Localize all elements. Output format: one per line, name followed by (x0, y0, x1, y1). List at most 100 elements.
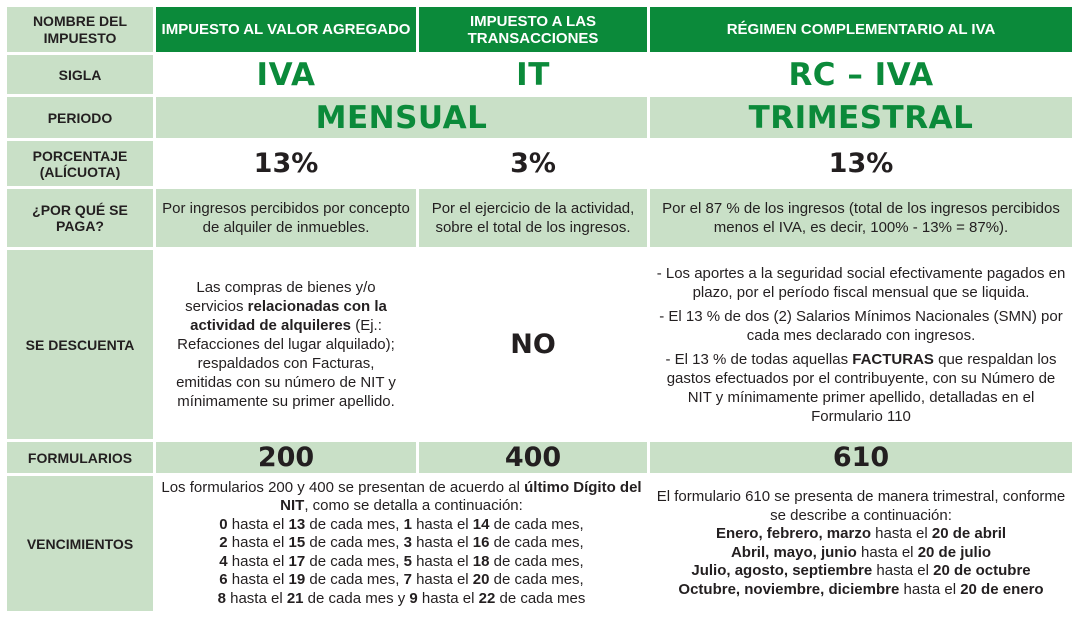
periodo-mensual: MENSUAL (156, 97, 647, 138)
vencimiento-quarter-segment: hasta el (899, 580, 961, 598)
porque-iva: Por ingresos percibidos por concepto de … (156, 189, 416, 247)
vencimiento-digit-segment: de cada mes, (305, 534, 404, 552)
vencimiento-quarter-line: Octubre, noviembre, diciembre hasta el 2… (654, 581, 1068, 600)
vencimientos-right-intro: El formulario 610 se presenta de manera … (656, 488, 1066, 524)
vencimientos-rciva: El formulario 610 se presenta de manera … (650, 476, 1072, 611)
porque-row: ¿POR QUÉ SE PAGA? Por ingresos percibido… (7, 189, 1072, 247)
sigla-label: SIGLA (7, 55, 153, 94)
formularios-label: FORMULARIOS (7, 442, 153, 473)
periodo-label: PERIODO (7, 97, 153, 138)
vencimiento-digit-segment: 6 (219, 571, 228, 589)
vencimiento-quarter-segment: 20 de julio (917, 543, 992, 561)
porcentaje-rciva: 13% (650, 141, 1072, 186)
vencimiento-digit-segment: de cada mes y (303, 589, 410, 607)
vencimiento-digit-segment: hasta el (411, 515, 473, 533)
vencimiento-quarter-line: Enero, febrero, marzo hasta el 20 de abr… (654, 525, 1068, 544)
vencimiento-quarter-segment: hasta el (872, 562, 934, 579)
vencimiento-quarter-segment: 20 de enero (960, 580, 1044, 598)
formulario-it: 400 (419, 442, 647, 473)
vencimiento-digit-segment: 22 (478, 589, 496, 607)
vencimiento-digit-segment: 17 (288, 552, 306, 570)
vencimiento-digit-segment: 15 (288, 534, 306, 552)
porque-rciva: Por el 87 % de los ingresos (total de lo… (650, 189, 1072, 247)
vencimiento-digit-segment: de cada mes, (305, 571, 404, 589)
vencimiento-digit-line: 0 hasta el 13 de cada mes, 1 hasta el 14… (160, 516, 643, 535)
vencimientos-left-intro-c: , como se detalla a continuación: (304, 497, 523, 515)
vencimientos-right-lines: Enero, febrero, marzo hasta el 20 de abr… (654, 525, 1068, 599)
vencimiento-digit-segment: de cada mes, (489, 552, 584, 570)
vencimiento-digit-segment: 0 (219, 515, 228, 533)
vencimiento-digit-segment: 7 (403, 571, 412, 589)
vencimiento-digit-segment: de cada mes, (305, 552, 404, 570)
vencimiento-quarter-line: Abril, mayo, junio hasta el 20 de julio (654, 544, 1068, 563)
descuenta-rciva: - Los aportes a la seguridad social efec… (650, 250, 1072, 439)
vencimiento-digit-segment: de cada mes, (305, 515, 404, 533)
porque-label: ¿POR QUÉ SE PAGA? (7, 189, 153, 247)
vencimiento-digit-segment: 3 (403, 534, 412, 552)
descuenta-rc-item-2: - El 13 % de dos (2) Salarios Mínimos Na… (659, 307, 1063, 344)
formulario-iva: 200 (156, 442, 416, 473)
vencimiento-digit-segment: 9 (409, 589, 418, 607)
vencimiento-quarter-segment: Abril, mayo, junio (730, 543, 857, 561)
vencimiento-digit-segment: 14 (472, 515, 490, 533)
sigla-iva: IVA (156, 55, 416, 94)
header-iva: IMPUESTO AL VALOR AGREGADO (156, 7, 416, 52)
porcentaje-label: PORCENTAJE (ALÍCUOTA) (7, 141, 153, 186)
vencimiento-quarter-segment: Julio, agosto, septiembre (691, 562, 873, 579)
vencimiento-digit-segment: 21 (286, 589, 304, 607)
vencimiento-digit-line: 2 hasta el 15 de cada mes, 3 hasta el 16… (160, 534, 643, 553)
vencimiento-digit-segment: 19 (288, 571, 306, 589)
vencimiento-digit-segment: de cada mes (495, 589, 586, 607)
descuenta-iva-bold: relacionadas con la actividad de alquile… (190, 298, 387, 334)
vencimiento-digit-segment: 2 (219, 534, 228, 552)
descuenta-rc-item-3: - El 13 % de todas aquellas FACTURAS que… (654, 350, 1068, 426)
vencimiento-digit-line: 6 hasta el 19 de cada mes, 7 hasta el 20… (160, 571, 643, 590)
header-it: IMPUESTO A LAS TRANSACCIONES (419, 7, 647, 52)
periodo-row: PERIODO MENSUAL TRIMESTRAL (7, 97, 1072, 138)
vencimiento-digit-segment: 16 (472, 534, 490, 552)
vencimiento-quarter-segment: 20 de octubre (933, 562, 1031, 579)
vencimientos-row: VENCIMIENTOS Los formularios 200 y 400 s… (7, 476, 1072, 611)
descuenta-iva-text-a: Las compras de bienes y/o servicios (185, 279, 376, 315)
vencimiento-digit-segment: hasta el (411, 552, 473, 570)
vencimiento-digit-segment: de cada mes, (489, 534, 584, 552)
vencimiento-quarter-line: Julio, agosto, septiembre hasta el 20 de… (654, 562, 1068, 581)
vencimientos-left-intro: Los formularios 200 y 400 se presentan d… (160, 479, 643, 516)
vencimiento-quarter-segment: hasta el (870, 525, 932, 542)
vencimiento-digit-segment: de cada mes, (489, 571, 584, 589)
vencimiento-digit-segment: hasta el (227, 515, 289, 533)
vencimiento-digit-segment: 20 (472, 571, 490, 589)
vencimiento-digit-segment: de cada mes, (489, 515, 584, 533)
tax-comparison-table: NOMBRE DEL IMPUESTO IMPUESTO AL VALOR AG… (4, 4, 1075, 614)
descuenta-label: SE DESCUENTA (7, 250, 153, 439)
descuenta-rc-item-3-bold: FACTURAS (852, 350, 934, 368)
sigla-row: SIGLA IVA IT RC – IVA (7, 55, 1072, 94)
vencimiento-digit-segment: hasta el (227, 571, 289, 589)
descuenta-it: NO (419, 250, 647, 439)
header-row: NOMBRE DEL IMPUESTO IMPUESTO AL VALOR AG… (7, 7, 1072, 52)
vencimientos-iva-it: Los formularios 200 y 400 se presentan d… (156, 476, 647, 611)
vencimiento-digit-segment: 5 (403, 552, 412, 570)
vencimiento-quarter-segment: hasta el (856, 543, 918, 561)
descuenta-iva: Las compras de bienes y/o servicios rela… (156, 250, 416, 439)
vencimiento-quarter-segment: Octubre, noviembre, diciembre (678, 580, 900, 598)
vencimientos-left-intro-a: Los formularios 200 y 400 se presentan d… (161, 478, 525, 496)
porque-it: Por el ejercicio de la actividad, sobre … (419, 189, 647, 247)
vencimientos-left-intro-bold: último Dígito del NIT (280, 478, 642, 515)
descuenta-rc-item-1: - Los aportes a la seguridad social efec… (656, 264, 1066, 301)
vencimiento-digit-segment: hasta el (417, 589, 479, 607)
porcentaje-row: PORCENTAJE (ALÍCUOTA) 13% 3% 13% (7, 141, 1072, 186)
vencimientos-left-lines: 0 hasta el 13 de cada mes, 1 hasta el 14… (160, 516, 643, 609)
formulario-rciva: 610 (650, 442, 1072, 473)
vencimiento-digit-line: 4 hasta el 17 de cada mes, 5 hasta el 18… (160, 553, 643, 572)
header-rciva: RÉGIMEN COMPLEMENTARIO AL IVA (650, 7, 1072, 52)
descuenta-iva-text-c: (Ej.: Refacciones del lugar alquilado); … (176, 317, 396, 410)
sigla-rciva: RC – IVA (650, 55, 1072, 94)
sigla-it: IT (419, 55, 647, 94)
vencimiento-digit-segment: 18 (472, 552, 490, 570)
formularios-row: FORMULARIOS 200 400 610 (7, 442, 1072, 473)
header-tax-name: NOMBRE DEL IMPUESTO (7, 7, 153, 52)
vencimiento-digit-segment: 8 (217, 589, 226, 607)
porcentaje-iva: 13% (156, 141, 416, 186)
vencimiento-quarter-segment: Enero, febrero, marzo (715, 525, 871, 542)
